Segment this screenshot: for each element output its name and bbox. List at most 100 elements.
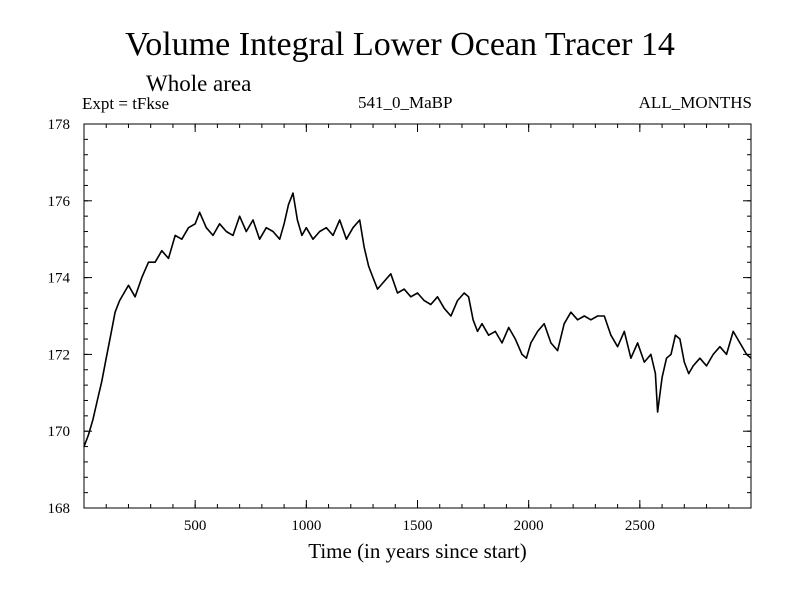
data-point <box>719 346 721 348</box>
data-point <box>390 273 392 275</box>
data-point <box>383 280 385 282</box>
data-point <box>123 292 125 294</box>
data-point <box>563 323 565 325</box>
x-tick-label: 2000 <box>514 518 544 534</box>
data-point <box>283 223 285 225</box>
data-point <box>110 334 112 336</box>
data-point <box>603 315 605 317</box>
data-point <box>101 380 103 382</box>
chart-subtitle: Whole area <box>146 71 252 96</box>
data-point <box>650 353 652 355</box>
data-point <box>225 230 227 233</box>
data-point <box>443 307 445 309</box>
data-point <box>472 319 474 321</box>
series-line-0 <box>83 192 752 447</box>
data-point <box>416 292 419 294</box>
x-axis-label: Time (in years since start) <box>308 539 527 563</box>
data-point <box>312 238 314 240</box>
data-point <box>339 219 341 221</box>
data-point <box>161 250 163 252</box>
data-point <box>219 223 221 225</box>
data-point <box>279 238 281 240</box>
data-point <box>167 257 170 259</box>
data-point <box>597 315 599 317</box>
data-point <box>674 334 677 336</box>
y-tick-label: 178 <box>48 117 71 133</box>
data-point <box>699 357 701 359</box>
data-point <box>543 323 545 325</box>
data-point <box>617 346 619 348</box>
data-point <box>683 361 685 363</box>
data-point <box>147 261 150 263</box>
data-point <box>332 234 334 236</box>
data-point <box>96 399 98 402</box>
x-tick-label: 1000 <box>291 518 321 534</box>
months-label: ALL_MONTHS <box>638 93 752 112</box>
data-point <box>410 296 412 298</box>
data-point <box>610 334 612 336</box>
data-point <box>114 311 116 313</box>
data-point <box>557 350 559 352</box>
data-point <box>508 326 510 329</box>
data-point <box>725 353 728 355</box>
data-point <box>537 330 539 332</box>
data-point <box>292 192 294 194</box>
data-point <box>570 311 572 313</box>
experiment-label: Expt = tFkse <box>82 94 170 113</box>
data-point <box>623 330 625 332</box>
data-point <box>456 300 459 302</box>
data-point <box>305 227 307 229</box>
data-point <box>712 353 714 355</box>
data-point <box>732 330 734 332</box>
y-tick-label: 170 <box>48 424 71 440</box>
data-point <box>245 230 247 233</box>
data-point <box>372 277 374 279</box>
data-point <box>746 353 748 355</box>
data-point <box>87 434 89 436</box>
x-tick-label: 1500 <box>403 518 433 534</box>
data-point <box>212 234 214 236</box>
y-tick-label: 172 <box>48 347 71 363</box>
data-point <box>577 319 579 321</box>
data-point <box>134 296 136 298</box>
data-point <box>301 234 303 236</box>
data-point <box>657 411 659 413</box>
axis-ticks <box>84 123 751 509</box>
data-point <box>423 300 425 302</box>
data-point <box>376 288 379 290</box>
data-point <box>265 227 267 229</box>
x-tick-label: 500 <box>184 518 207 534</box>
plot-frame <box>83 123 752 509</box>
data-point <box>205 227 207 229</box>
data-point <box>345 238 347 240</box>
data-point <box>514 338 516 340</box>
data-point <box>187 227 190 229</box>
data-point <box>436 296 439 298</box>
data-point <box>643 361 645 363</box>
data-point <box>670 353 672 355</box>
data-point <box>232 234 234 236</box>
data-point <box>174 234 176 236</box>
data-point <box>92 419 94 421</box>
series-group <box>83 192 752 448</box>
data-point <box>450 315 452 317</box>
data-point <box>396 292 399 294</box>
data-point <box>739 342 741 344</box>
data-point <box>154 261 156 263</box>
data-point <box>325 227 327 229</box>
center-label: 541_0_MaBP <box>358 93 453 112</box>
data-point <box>476 330 479 332</box>
data-point <box>692 365 694 367</box>
data-point <box>363 246 365 248</box>
x-tick-label: 2500 <box>625 518 655 534</box>
data-point <box>296 219 298 221</box>
data-point <box>403 288 405 290</box>
data-point <box>252 219 254 221</box>
data-point <box>105 357 107 359</box>
data-point <box>199 211 201 213</box>
data-point <box>430 303 432 306</box>
y-tick-label: 174 <box>48 271 71 287</box>
data-point <box>319 230 321 233</box>
data-point <box>127 284 130 286</box>
data-point <box>468 296 470 298</box>
